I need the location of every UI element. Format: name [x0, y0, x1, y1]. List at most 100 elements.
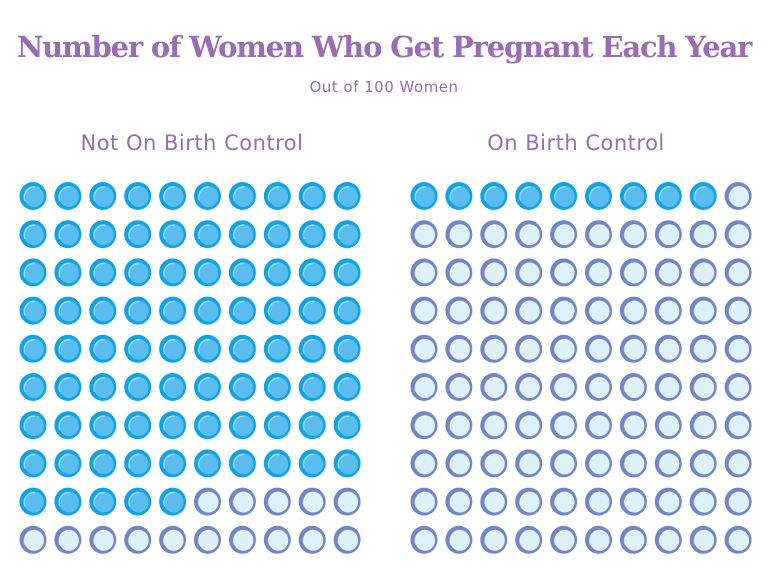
icon-highlight: [128, 491, 140, 507]
icon-inner: [659, 529, 680, 551]
icon-inner: [198, 300, 219, 322]
icon-highlight: [658, 453, 671, 469]
icon-highlight: [484, 186, 496, 202]
chart-title: Number of Women Who Get Pregnant Each Ye…: [16, 30, 752, 64]
icon-inner: [484, 338, 505, 360]
icon-highlight: [693, 300, 706, 316]
icon-highlight: [484, 415, 496, 431]
icon-inner: [554, 529, 575, 551]
icon-inner: [484, 186, 505, 207]
icon-highlight: [414, 186, 427, 202]
icon-highlight: [554, 339, 566, 355]
icon-highlight: [267, 377, 280, 393]
icon-highlight: [267, 224, 280, 240]
icon-inner: [24, 377, 44, 398]
icon-highlight: [484, 300, 496, 316]
icon-highlight: [23, 186, 36, 202]
icon-highlight: [23, 491, 36, 507]
icon-highlight: [554, 300, 566, 316]
icon-inner: [163, 186, 184, 207]
icon-inner: [589, 262, 610, 284]
icon-inner: [415, 377, 435, 398]
icon-inner: [729, 529, 750, 551]
icon-inner: [24, 338, 44, 360]
icon-inner: [198, 262, 219, 284]
icon-inner: [93, 338, 114, 360]
icon-inner: [484, 224, 505, 246]
icon-highlight: [302, 453, 315, 469]
icon-inner: [589, 377, 610, 398]
icon-inner: [554, 491, 575, 513]
icon-inner: [415, 453, 435, 475]
icon-inner: [93, 491, 114, 513]
icon-inner: [694, 453, 715, 475]
icon-highlight: [588, 339, 601, 355]
icon-highlight: [267, 300, 280, 316]
icon-highlight: [449, 530, 461, 546]
icon-highlight: [484, 262, 496, 278]
icon-highlight: [163, 377, 175, 393]
icon-highlight: [337, 415, 350, 431]
icon-highlight: [163, 224, 175, 240]
icon-highlight: [658, 186, 671, 202]
icon-inner: [554, 377, 575, 398]
icon-inner: [554, 415, 575, 437]
icon-highlight: [302, 262, 315, 278]
icon-inner: [659, 377, 680, 398]
icon-inner: [338, 529, 359, 551]
icon-inner: [589, 224, 610, 246]
icon-highlight: [302, 224, 315, 240]
icon-inner: [233, 491, 254, 513]
icon-highlight: [414, 453, 427, 469]
icon-inner: [729, 224, 750, 246]
icon-highlight: [588, 377, 601, 393]
icon-inner: [128, 491, 149, 513]
icon-highlight: [554, 186, 566, 202]
icon-inner: [233, 415, 254, 437]
icon-inner: [338, 338, 359, 360]
icon-inner: [694, 300, 715, 322]
icon-inner: [163, 415, 184, 437]
icon-highlight: [588, 186, 601, 202]
icon-highlight: [337, 530, 350, 546]
icon-highlight: [658, 377, 671, 393]
icon-highlight: [554, 224, 566, 240]
icon-inner: [484, 262, 505, 284]
icon-inner: [233, 377, 254, 398]
icon-highlight: [232, 415, 245, 431]
icon-inner: [449, 300, 470, 322]
icon-inner: [93, 186, 114, 207]
icon-inner: [58, 300, 79, 322]
icon-highlight: [414, 530, 427, 546]
icon-highlight: [519, 224, 531, 240]
icon-highlight: [623, 415, 636, 431]
icon-highlight: [728, 339, 741, 355]
icon-inner: [659, 300, 680, 322]
icon-inner: [729, 300, 750, 322]
icon-inner: [58, 338, 79, 360]
icon-highlight: [302, 415, 315, 431]
icon-highlight: [267, 491, 280, 507]
icon-highlight: [163, 530, 175, 546]
icon-highlight: [232, 224, 245, 240]
icon-highlight: [414, 224, 427, 240]
icon-highlight: [623, 339, 636, 355]
icon-inner: [24, 186, 44, 207]
icon-highlight: [197, 491, 210, 507]
icon-highlight: [58, 530, 70, 546]
icon-highlight: [93, 339, 105, 355]
icon-inner: [415, 491, 435, 513]
icon-highlight: [197, 530, 210, 546]
icon-inner: [338, 300, 359, 322]
icon-inner: [624, 262, 645, 284]
icon-inner: [659, 186, 680, 207]
icon-inner: [624, 377, 645, 398]
icon-highlight: [197, 300, 210, 316]
icon-highlight: [302, 339, 315, 355]
icon-inner: [338, 453, 359, 475]
icon-highlight: [728, 453, 741, 469]
icon-inner: [24, 415, 44, 437]
icon-highlight: [519, 377, 531, 393]
icon-inner: [449, 453, 470, 475]
icon-highlight: [693, 186, 706, 202]
